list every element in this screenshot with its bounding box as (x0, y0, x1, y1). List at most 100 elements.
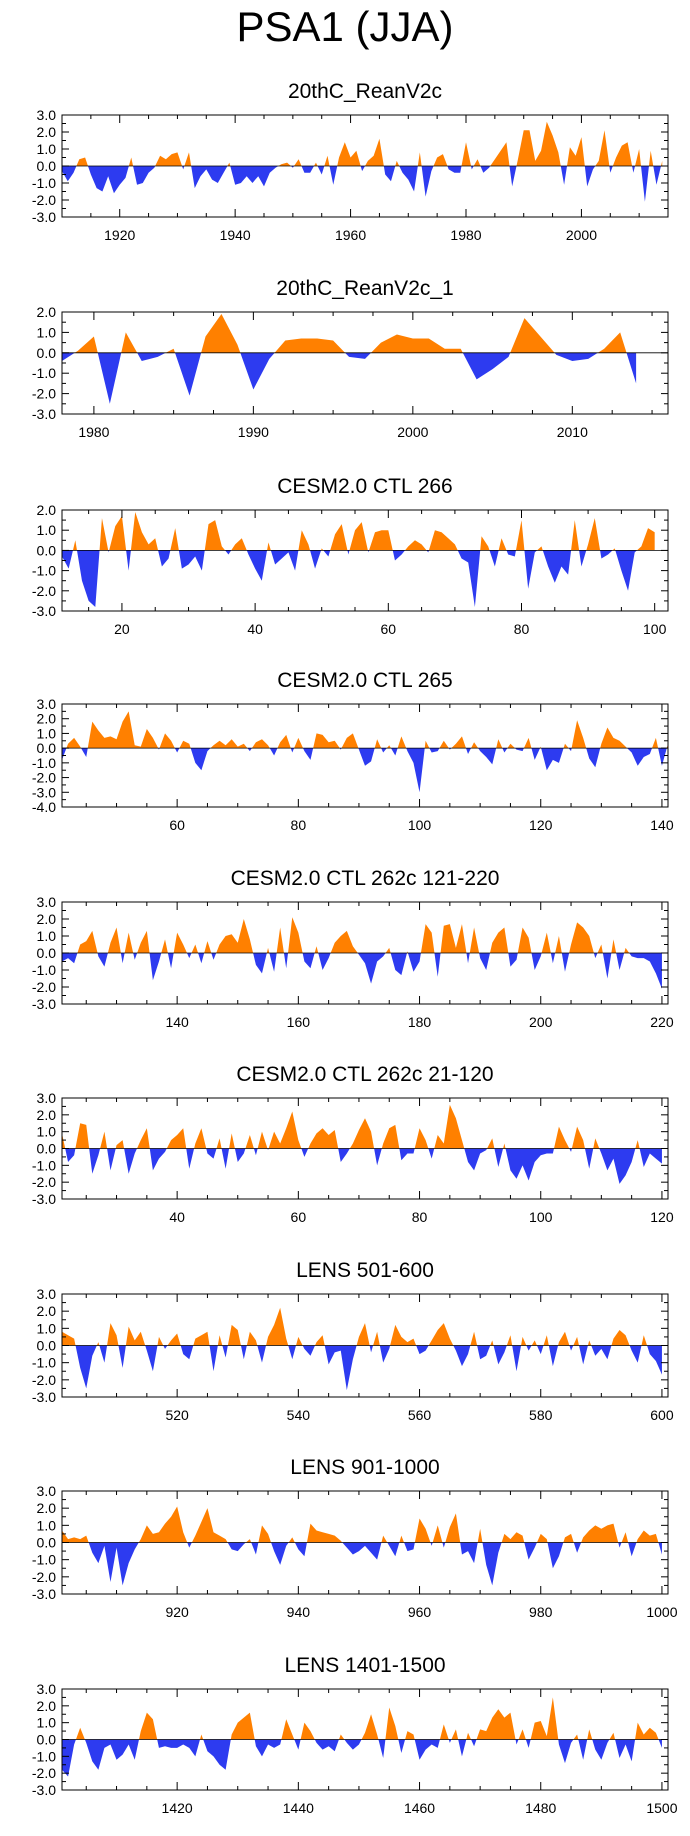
y-tick-label: 2.0 (37, 1698, 57, 1714)
x-tick-label: 960 (408, 1604, 432, 1620)
y-tick-label: 2.0 (37, 304, 57, 320)
x-tick-label: 120 (650, 1209, 674, 1225)
y-tick-label: 3.0 (37, 1681, 57, 1697)
y-tick-label: -3.0 (32, 209, 56, 225)
x-tick-label: 1440 (283, 1800, 314, 1816)
y-tick-label: -2.0 (32, 386, 56, 402)
y-tick-label: 2.0 (37, 1303, 57, 1319)
x-tick-label: 160 (287, 1014, 311, 1030)
negative-area (62, 166, 663, 202)
x-tick-label: 140 (165, 1014, 189, 1030)
y-tick-label: 0.0 (37, 158, 57, 174)
x-tick-label: 220 (650, 1014, 674, 1030)
x-tick-label: 2010 (557, 424, 588, 440)
negative-area (62, 953, 662, 989)
y-tick-label: -2.0 (32, 770, 56, 786)
x-tick-label: 1420 (162, 1800, 193, 1816)
x-tick-label: 600 (650, 1407, 674, 1423)
positive-area (62, 1104, 662, 1149)
y-tick-label: -1.0 (32, 1355, 56, 1371)
x-tick-label: 80 (291, 817, 307, 833)
positive-area (62, 121, 663, 166)
x-tick-label: 560 (408, 1407, 432, 1423)
y-tick-label: 3.0 (37, 1090, 57, 1106)
y-tick-label: -1.0 (32, 755, 56, 771)
y-tick-label: 1.0 (37, 725, 57, 741)
y-tick-label: -3.0 (32, 784, 56, 800)
panel-title: 20thC_ReanV2c (287, 80, 443, 103)
panel-1: 3.02.01.00.0-1.0-2.0-3.0 1920 1940 1960 1980… (32, 107, 669, 243)
y-tick-label: 3.0 (37, 1286, 57, 1302)
negative-area (62, 748, 667, 793)
x-tick-label: 1960 (335, 227, 366, 243)
x-tick-label: 940 (287, 1604, 311, 1620)
panel-title: LENS 901-1000 (290, 1456, 440, 1479)
y-tick-label: -2.0 (32, 1174, 56, 1190)
y-tick-label: -3.0 (32, 1782, 56, 1798)
panel-2: 2.0 1.0 0.0 -1.0 -2.0 -3.0 1980 1990 2000 2010 (32, 304, 669, 440)
positive-area (62, 1697, 662, 1740)
panel-9: 3.02.01.00.0-1.0-2.0-3.0 1420 1440 1460 1480… (32, 1681, 678, 1816)
positive-area (62, 512, 655, 551)
positive-area (62, 711, 668, 749)
panel-title: CESM2.0 CTL 266 (277, 475, 453, 498)
y-tick-label: 3.0 (37, 894, 57, 910)
x-tick-label: 60 (291, 1209, 307, 1225)
y-tick-label: -1.0 (32, 1748, 56, 1764)
main-title: PSA1 (JJA) (236, 3, 454, 50)
x-tick-label: 1990 (238, 424, 269, 440)
y-tick-label: 1.0 (37, 324, 57, 340)
panel-7: 3.02.01.0 0.0-1.0-2.0-3.0 520 540 560 580 600 (32, 1286, 674, 1423)
y-tick-label: 2.0 (37, 124, 57, 140)
panel-title: CESM2.0 CTL 262c 121-220 (230, 867, 500, 890)
x-tick-label: 1460 (404, 1800, 435, 1816)
y-tick-label: -3.0 (32, 1389, 56, 1405)
y-tick-label: 2.0 (37, 1107, 57, 1123)
negative-area (62, 352, 637, 404)
x-tick-label: 1980 (450, 227, 481, 243)
x-tick-label: 2000 (566, 227, 597, 243)
x-tick-label: 2000 (397, 424, 428, 440)
y-tick-label: 2.0 (37, 502, 57, 518)
y-tick-label: -1.0 (32, 365, 56, 381)
y-tick-label: 1.0 (37, 928, 57, 944)
y-tick-label: -3.0 (32, 1191, 56, 1207)
y-tick-label: 1.0 (37, 1320, 57, 1336)
y-tick-label: -2.0 (32, 979, 56, 995)
plot-frame (61, 509, 669, 612)
x-tick-label: 100 (529, 1209, 553, 1225)
y-tick-label: 0.0 (37, 1732, 57, 1748)
x-tick-label: 1000 (646, 1604, 677, 1620)
panel-title: CESM2.0 CTL 262c 21-120 (236, 1063, 494, 1086)
positive-area (74, 314, 627, 353)
panel-5: 3.02.01.00.0-1.0-2.0-3.0 140 160 180 200 220 (32, 894, 674, 1030)
x-tick-label: 980 (529, 1604, 553, 1620)
x-tick-label: 1940 (220, 227, 251, 243)
positive-area (62, 1506, 662, 1543)
x-tick-label: 520 (165, 1407, 189, 1423)
x-tick-label: 120 (529, 817, 553, 833)
panel-4: 3.02.01.00.0-1.0-2.0-3.0-4.0 60 80 100 120 14… (32, 696, 674, 833)
y-tick-label: -3.0 (32, 603, 56, 619)
x-tick-label: 60 (381, 621, 397, 637)
x-tick-label: 540 (287, 1407, 311, 1423)
y-tick-label: 1.0 (37, 1517, 57, 1533)
x-tick-label: 1500 (646, 1800, 677, 1816)
x-tick-label: 40 (247, 621, 263, 637)
y-tick-label: 3.0 (37, 1483, 57, 1499)
negative-area (62, 1739, 662, 1777)
y-tick-label: 1.0 (37, 1124, 57, 1140)
x-tick-label: 1480 (525, 1800, 556, 1816)
positive-area (62, 917, 662, 953)
x-tick-label: 80 (514, 621, 530, 637)
panel-title: LENS 1401-1500 (284, 1654, 446, 1677)
y-tick-label: -2.0 (32, 1765, 56, 1781)
y-tick-label: -3.0 (32, 996, 56, 1012)
y-tick-label: 0.0 (37, 1141, 57, 1157)
x-tick-label: 140 (650, 817, 674, 833)
y-tick-label: 1.0 (37, 141, 57, 157)
y-tick-label: 3.0 (37, 696, 57, 712)
y-tick-label: 0.0 (37, 740, 57, 756)
x-tick-label: 580 (529, 1407, 553, 1423)
